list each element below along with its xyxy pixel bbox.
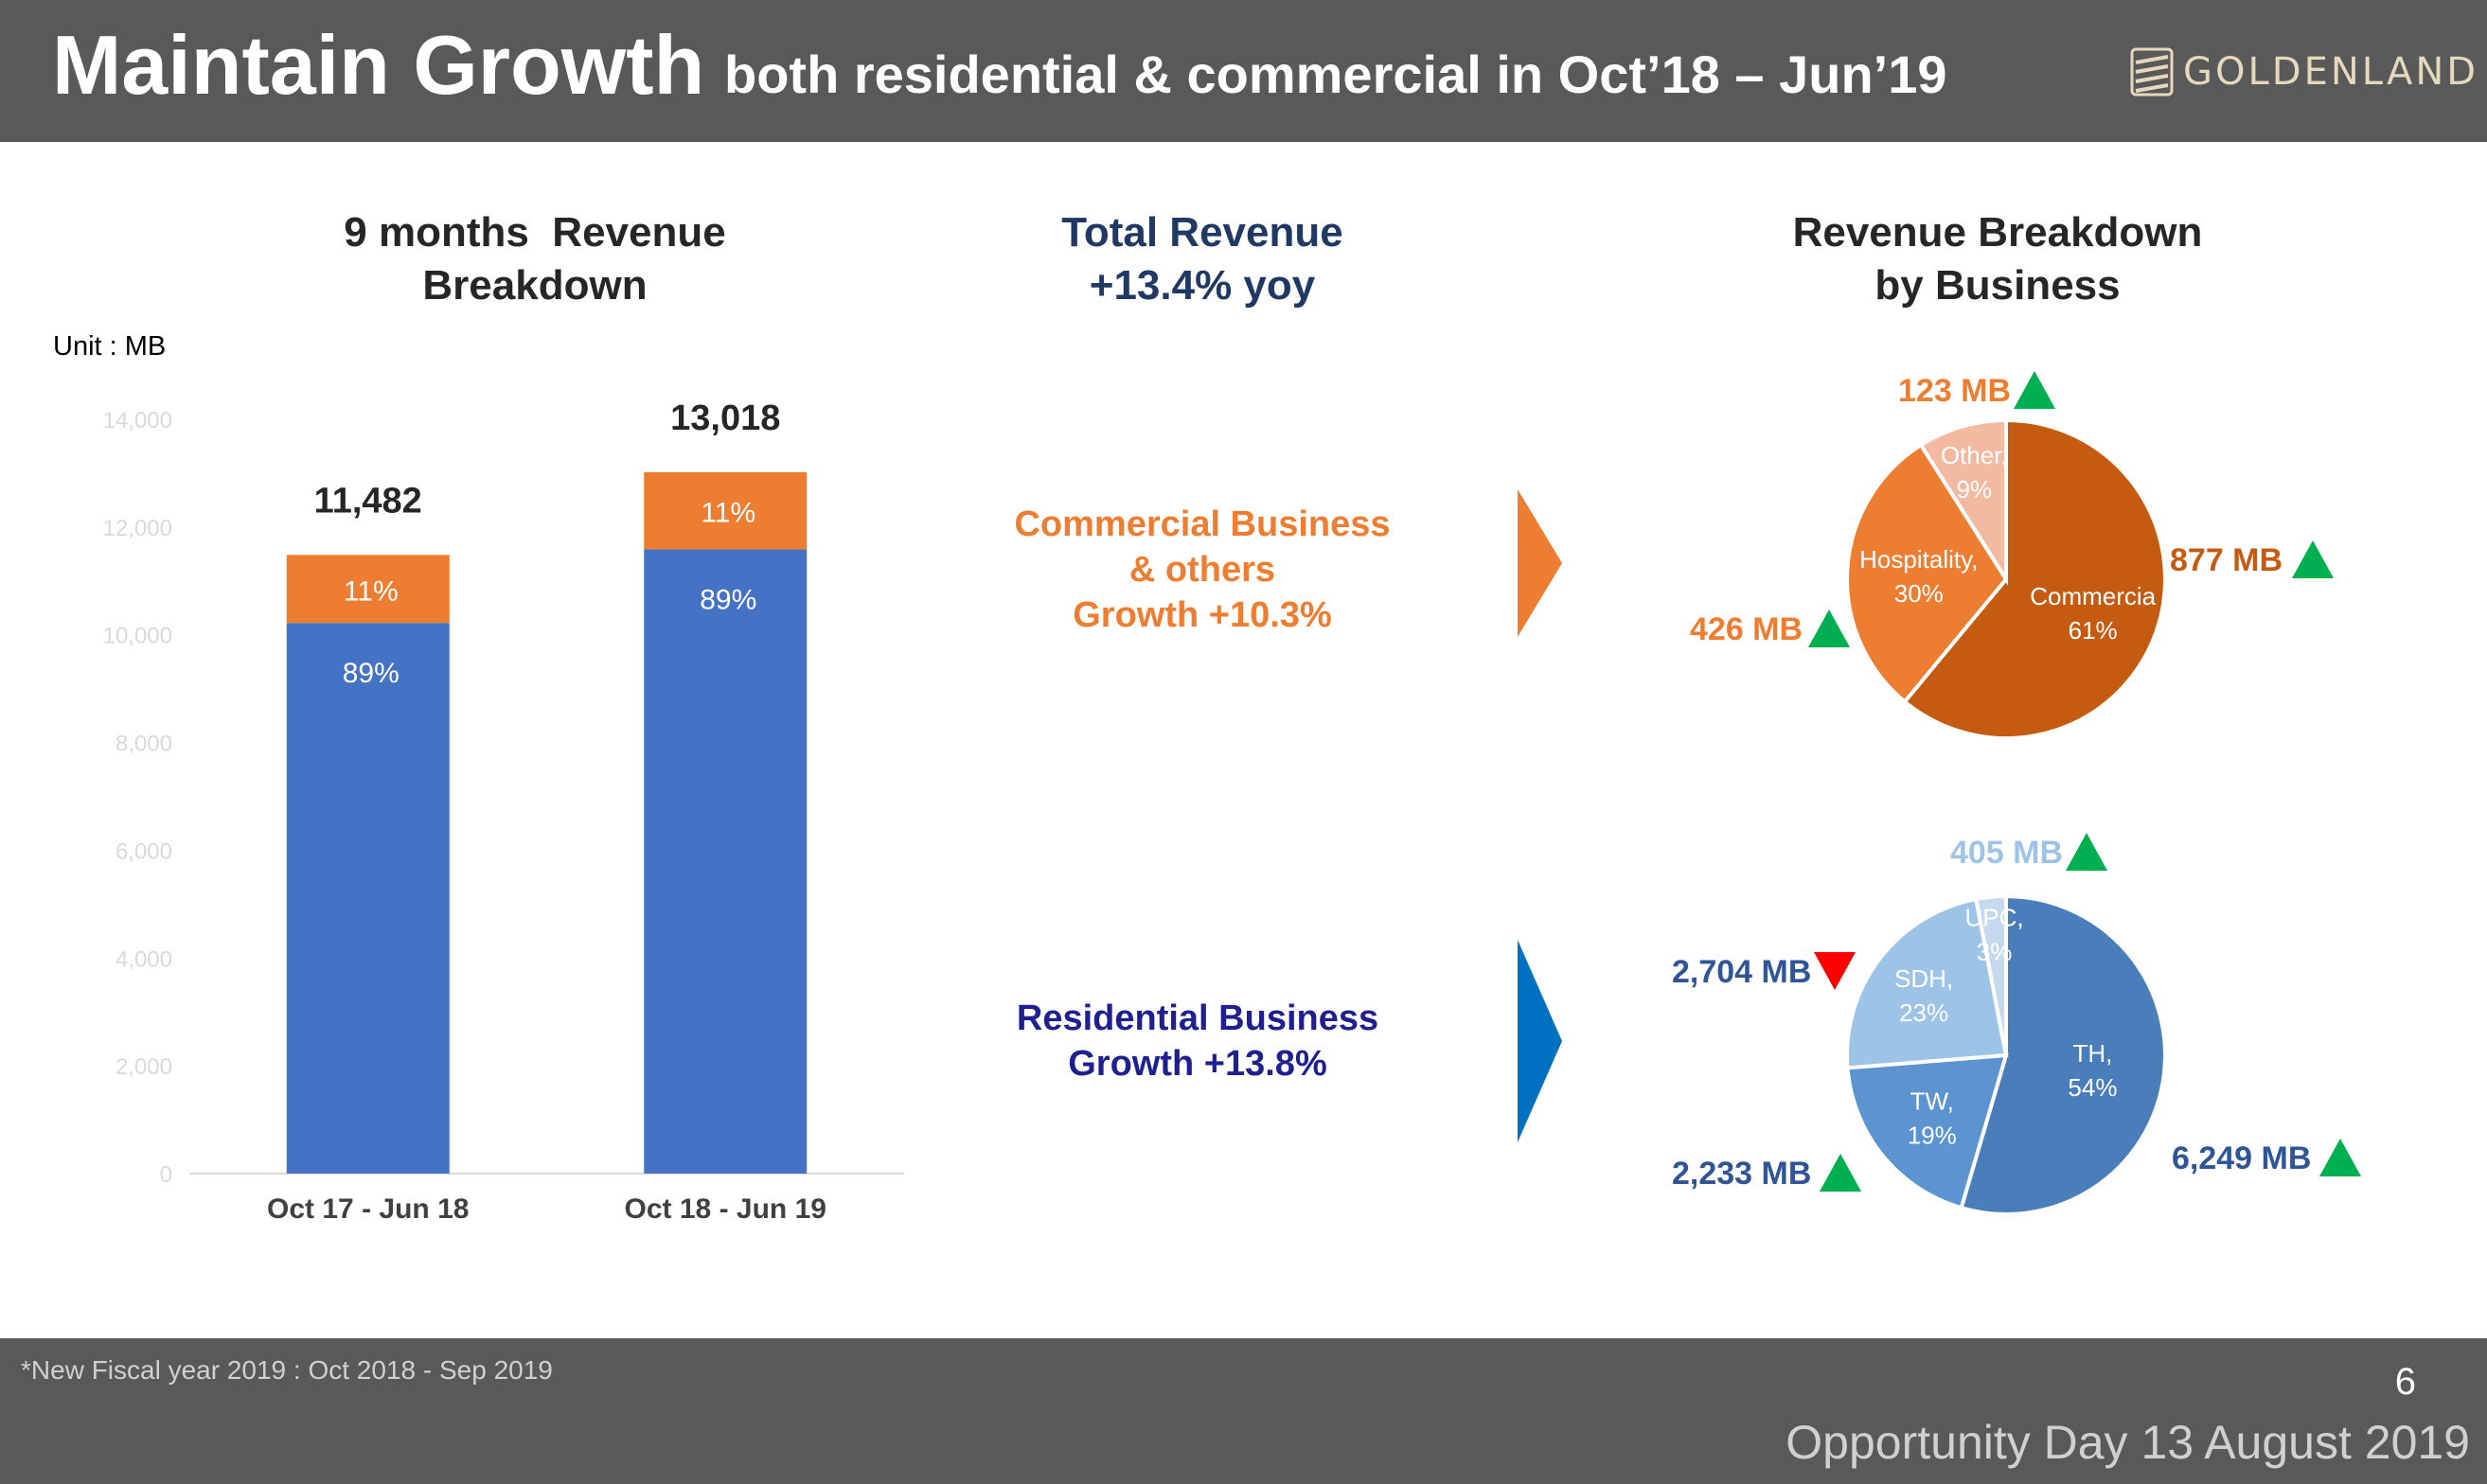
pie-slice-name: Other,: [1941, 441, 2008, 469]
commercial-line3: Growth +10.3%: [1073, 595, 1332, 635]
pie-slice: [1959, 893, 2167, 1216]
bar-segment-label: 11%: [701, 498, 755, 529]
bar-segment: [286, 555, 450, 624]
residential-line2: Growth +13.8%: [1068, 1044, 1327, 1084]
pie-slice-name: Hospitality,: [1859, 545, 1978, 574]
pie-slice: [1973, 893, 2008, 1056]
bar-chart-title: 9 months Revenue Breakdown: [284, 206, 786, 312]
commercial-line1: Commercial Business: [1014, 504, 1391, 544]
pie-callout-value: 2,233 MB: [1672, 1156, 1811, 1192]
y-tick-label: 6,000: [115, 839, 172, 864]
revenue-breakdown-line2: by Business: [1874, 262, 2121, 309]
pie-slice-name: Commercia: [2030, 582, 2156, 610]
revenue-breakdown-line1: Revenue Breakdown: [1792, 209, 2203, 256]
slide-title: Maintain Growth: [52, 18, 705, 112]
revenue-breakdown-title: Revenue Breakdown by Business: [1714, 206, 2282, 312]
y-tick-label: 14,000: [103, 408, 172, 433]
bar-segment: [644, 549, 808, 1174]
bar-total-label: 11,482: [314, 481, 422, 521]
pie-slice-name: TW,: [1910, 1087, 1954, 1116]
bar-segment: [286, 623, 450, 1174]
unit-label: Unit : MB: [53, 331, 167, 362]
x-tick-label: Oct 17 - Jun 18: [267, 1193, 469, 1225]
total-revenue-line2: +13.4% yoy: [1089, 262, 1316, 309]
y-tick-label: 10,000: [103, 624, 172, 649]
bar-total-label: 13,018: [670, 398, 780, 438]
bar-segment: [644, 471, 808, 550]
pie-callout-value: 123 MB: [1898, 373, 2011, 409]
pie-slice: [1918, 417, 2008, 586]
y-tick-label: 0: [160, 1162, 172, 1188]
trend-down-icon: [1814, 952, 1856, 990]
residential-line1: Residential Business: [1016, 998, 1379, 1038]
bar-chart-title-line1: 9 months Revenue: [344, 209, 726, 256]
pie-slice-percent: 19%: [1908, 1122, 1957, 1150]
trend-up-icon: [1820, 1154, 1861, 1192]
pie-slice: [1844, 442, 2009, 705]
trend-up-icon: [2292, 540, 2334, 578]
header-bar: Maintain Growth both residential & comme…: [0, 0, 2487, 142]
pie-callout-value: 877 MB: [2170, 542, 2283, 578]
y-tick-label: 2,000: [115, 1054, 172, 1080]
pie-slice-name: SDH,: [1894, 964, 1953, 993]
pie-slice: [1845, 1052, 2009, 1210]
pie-slice: [1902, 417, 2167, 740]
bar-segment-label: 89%: [343, 658, 400, 689]
total-revenue-line1: Total Revenue: [1061, 209, 1343, 256]
pie-slice-name: UPC,: [1964, 904, 2023, 932]
commercial-arrow-icon: [1518, 489, 1562, 637]
x-tick-label: Oct 18 - Jun 19: [625, 1193, 826, 1225]
pie-slice: [1845, 896, 2009, 1070]
bar-chart: 0 2,000 4,000 6,000 8,000 10,000 12,000 14,000 8…: [103, 398, 904, 1225]
pie-callout-value: 405 MB: [1950, 835, 2063, 871]
event-label: Opportunity Day 13 August 2019: [1785, 1416, 2470, 1469]
page-number: 6: [2394, 1361, 2416, 1403]
residential-arrow-icon: [1518, 940, 1562, 1142]
pie-slice-percent: 61%: [2069, 616, 2118, 645]
trend-up-icon: [1808, 610, 1850, 647]
pie-callout-value: 6,249 MB: [2172, 1140, 2311, 1176]
goldenland-mark-icon: [2130, 47, 2174, 97]
trend-up-icon: [2319, 1139, 2361, 1176]
trend-up-icon: [2014, 371, 2055, 409]
goldenland-logo: GOLDENLAND: [2130, 44, 2478, 100]
slide-subtitle: both residential & commercial in Oct’18 …: [724, 44, 1947, 104]
pie-slice-percent: 30%: [1894, 579, 1944, 608]
bar-segment-label: 89%: [700, 584, 756, 615]
pie-slice-percent: 54%: [2068, 1073, 2117, 1102]
footer-bar: [0, 1338, 2487, 1484]
logo-text: GOLDENLAND: [2183, 50, 2479, 94]
y-tick-label: 4,000: [115, 946, 172, 972]
pie-slice-percent: 23%: [1899, 998, 1948, 1027]
pie-slice-percent: 3%: [1977, 938, 2013, 966]
pie-callout-value: 426 MB: [1690, 611, 1803, 647]
fiscal-year-footnote: *New Fiscal year 2019 : Oct 2018 - Sep 2…: [21, 1355, 553, 1385]
pie-slice-percent: 9%: [1956, 475, 1992, 504]
total-revenue-title: Total Revenue +13.4% yoy: [966, 206, 1439, 312]
commercial-growth-text: Commercial Business & others Growth +10.…: [947, 502, 1458, 638]
pie-slice-name: TH,: [2073, 1039, 2113, 1068]
y-tick-label: 12,000: [103, 516, 172, 541]
trend-up-icon: [2066, 833, 2107, 871]
bar-segment-label: 11%: [344, 575, 399, 607]
y-tick-label: 8,000: [115, 732, 172, 757]
pie-chart-residential: TH, 54% 6,249 MB TW, 19% 2,233 MB SDH, 23% 2,704…: [1672, 833, 2361, 1216]
bar-chart-title-line2: Breakdown: [422, 262, 648, 309]
pie-chart-commercial: Commercia 61% 877 MB Hospitality, 30% 426 MB O…: [1690, 371, 2334, 740]
commercial-line2: & others: [1128, 550, 1276, 590]
pie-callout-value: 2,704 MB: [1672, 954, 1811, 990]
residential-growth-text: Residential Business Growth +13.8%: [947, 996, 1448, 1086]
